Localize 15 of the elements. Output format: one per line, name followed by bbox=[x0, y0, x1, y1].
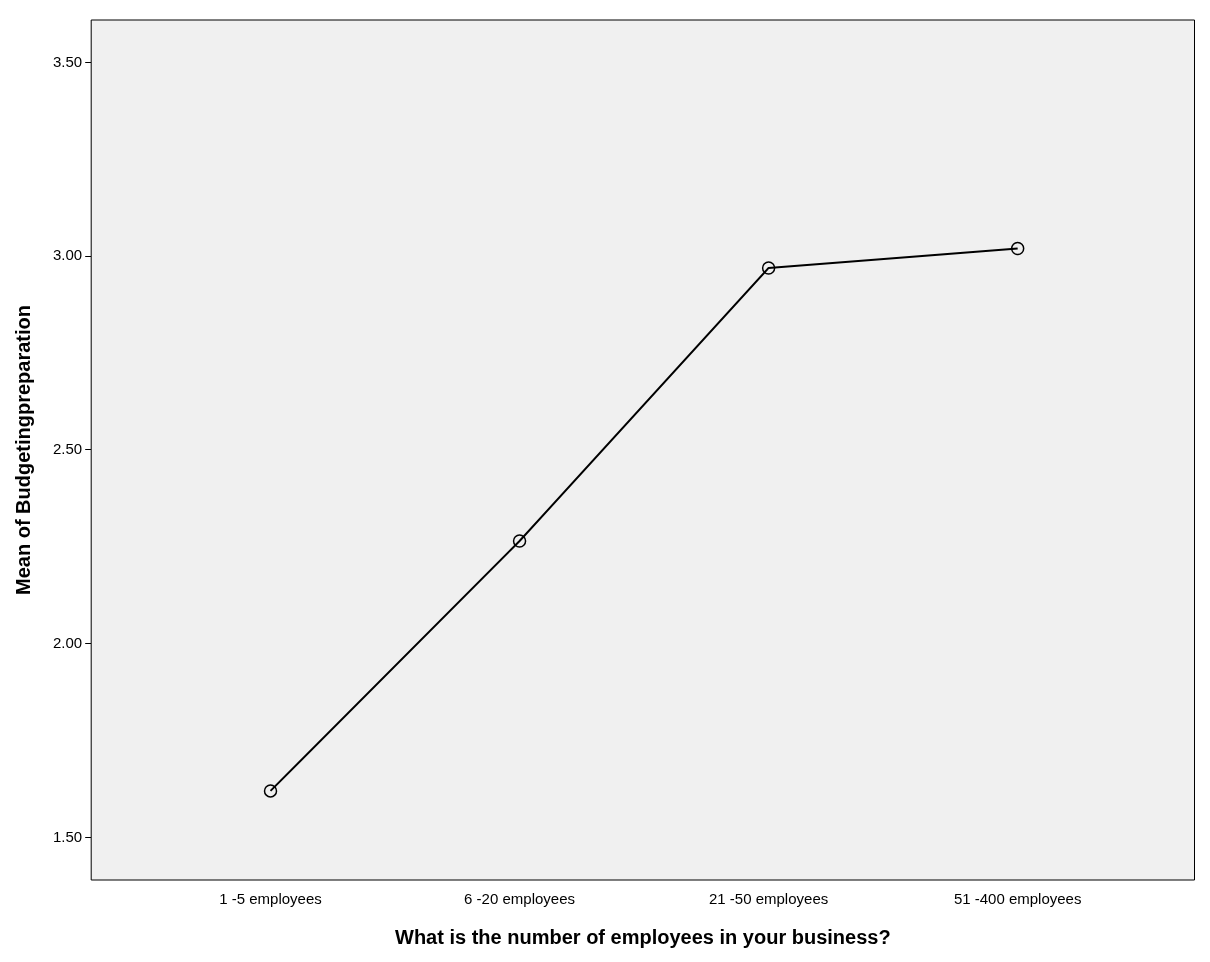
point bbox=[263, 784, 278, 798]
y-axis-title: Mean of Budgetingpreparation bbox=[11, 305, 34, 595]
y-tick-label: 2.00 bbox=[52, 633, 83, 651]
point bbox=[761, 261, 776, 275]
y-tick-label: 2.50 bbox=[52, 440, 83, 458]
point bbox=[512, 534, 527, 548]
x-axis-title: What is the number of employees in your business? bbox=[395, 925, 891, 948]
x-tick-label: 51 -400 employees bbox=[953, 890, 1082, 908]
x-tick-label: 1 -5 employees bbox=[219, 890, 322, 908]
x-tick-label: 6 -20 employees bbox=[464, 890, 576, 908]
x-tick-label: 21 -50 employees bbox=[708, 890, 829, 908]
point bbox=[1010, 241, 1025, 256]
y-tick-label: 1.50 bbox=[52, 827, 83, 845]
y-tick-label: 3.00 bbox=[52, 246, 83, 264]
y-tick-label: 3.50 bbox=[52, 52, 83, 70]
